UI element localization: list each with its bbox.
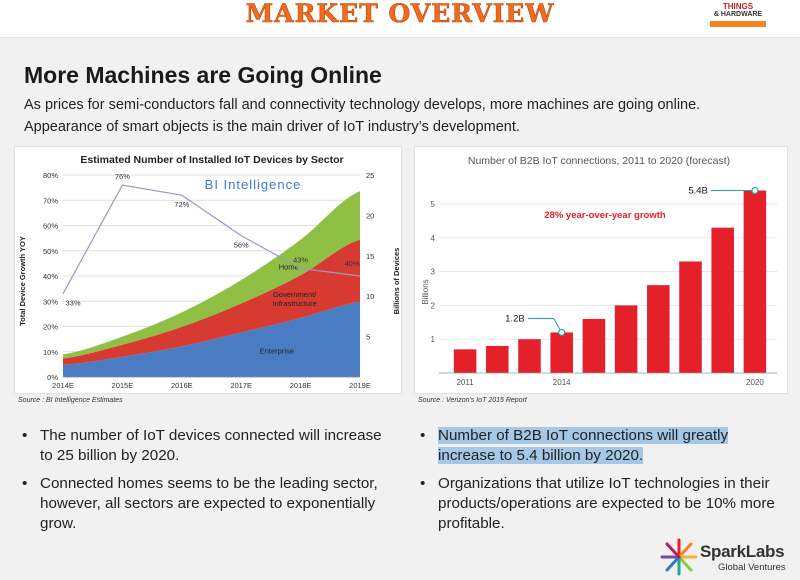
series-label: Enterprise <box>260 346 294 355</box>
chart-watermark: BI Intelligence <box>205 177 302 192</box>
y-tick-label: 0% <box>47 373 58 382</box>
x-tick-label: 2016E <box>171 381 193 390</box>
y2-tick-label: 5 <box>366 333 370 342</box>
list-item: • Number of B2B IoT connections will grea… <box>418 426 780 466</box>
list-item: • Organizations that utilize IoT technolo… <box>418 474 780 534</box>
bar-2015 <box>582 318 606 373</box>
subtitle-line-2: Appearance of smart objects is the main … <box>24 119 520 135</box>
series-label: Government/ <box>273 290 317 299</box>
subtitle-line-1: As prices for semi-conductors fall and c… <box>24 97 701 113</box>
bar-2012 <box>486 345 509 373</box>
left-chart-source: Source : BI Intelligence Estimates <box>18 397 123 404</box>
y-tick-label: 3 <box>431 268 436 277</box>
series-label: Infrastructure <box>273 299 317 308</box>
y-tick-label: 10% <box>43 348 58 357</box>
bar-2018 <box>679 261 702 373</box>
bullet-dot: • <box>420 475 426 492</box>
callout-leader <box>527 317 563 333</box>
x-tick-label: 2014 <box>553 378 571 387</box>
y-tick-label: 50% <box>43 247 58 256</box>
callout-label: 1.2B <box>505 313 525 324</box>
bar-2014 <box>550 332 573 373</box>
bar-2016 <box>614 305 638 373</box>
x-tick-label: 2017E <box>230 381 252 390</box>
sparklabs-logo: SparkLabs Global Ventures <box>660 538 790 578</box>
growth-annotation: 28% year-over-year growth <box>544 210 666 221</box>
y-tick-label: 5 <box>431 200 436 209</box>
x-tick-label: 2020 <box>746 378 764 387</box>
b2b-connections-chart: Number of B2B IoT connections, 2011 to 2… <box>421 155 777 387</box>
bullet-text: Connected homes seems to be the leading … <box>40 475 378 532</box>
y-axis-label: Total Device Growth YOY <box>18 236 27 326</box>
callout-label: 5.4B <box>688 186 708 197</box>
sparklabs-burst-icon <box>660 538 698 576</box>
brand-subtitle: Global Ventures <box>718 562 786 573</box>
y2-tick-label: 10 <box>366 292 374 301</box>
event-logo-line1: THINGS <box>722 2 754 11</box>
x-tick-label: 2015E <box>112 381 134 390</box>
y2-tick-label: 20 <box>366 211 374 220</box>
bar-2020 <box>743 190 767 373</box>
growth-label: 33% <box>65 299 80 308</box>
x-tick-label: 2019E <box>349 381 371 390</box>
bar-2011 <box>453 349 477 373</box>
bullet-dot: • <box>22 475 28 492</box>
bullet-dot: • <box>420 427 426 444</box>
bullet-dot: • <box>22 427 28 444</box>
top-band <box>0 0 800 38</box>
list-item: • Connected homes seems to be the leading… <box>20 474 392 534</box>
x-tick-label: 2018E <box>290 381 312 390</box>
growth-label: 76% <box>115 172 130 181</box>
callout-dot <box>558 328 566 337</box>
right-bullet-list: • Number of B2B IoT connections will grea… <box>418 426 780 542</box>
b2b-connections-chart-panel: Number of B2B IoT connections, 2011 to 2… <box>414 146 788 394</box>
bar-2017 <box>647 285 670 373</box>
growth-label: 56% <box>234 241 249 250</box>
x-tick-label: 2011 <box>456 378 474 387</box>
growth-label: 40% <box>344 259 359 268</box>
y-tick-label: 60% <box>43 222 58 231</box>
list-item: • The number of IoT devices connected wil… <box>20 426 392 466</box>
growth-line <box>62 184 361 294</box>
slide-title: MARKET OVERVIEW <box>245 0 555 28</box>
y-tick-label: 30% <box>43 297 58 306</box>
x-tick-label: 2014E <box>52 381 74 390</box>
y-tick-label: 70% <box>43 196 58 205</box>
y2-tick-label: 25 <box>366 171 374 180</box>
area-government-infrastructure <box>63 239 360 365</box>
event-logo-banner <box>710 21 766 27</box>
bar-2013 <box>518 339 541 373</box>
brand-name: SparkLabs <box>700 542 785 561</box>
highlighted-bullet-text[interactable]: Number of B2B IoT connections will great… <box>438 427 729 464</box>
iot-devices-chart: Estimated Number of Installed IoT Device… <box>18 154 401 390</box>
left-bullet-list: • The number of IoT devices connected wil… <box>20 426 392 542</box>
y-tick-label: 1 <box>431 335 436 344</box>
bar-2019 <box>711 227 734 373</box>
y-tick-label: 80% <box>43 171 58 180</box>
y-tick-label: 4 <box>431 234 436 243</box>
y-tick-label: 20% <box>43 323 58 332</box>
chart-title: Estimated Number of Installed IoT Device… <box>80 154 343 166</box>
bullet-text: The number of IoT devices connected will… <box>40 427 382 464</box>
area-home <box>63 191 360 359</box>
callout-dot <box>751 186 759 195</box>
event-logo-line2: & HARDWARE <box>713 11 763 18</box>
event-logo: THINGS & HARDWARE <box>710 2 766 27</box>
iot-devices-chart-panel: Estimated Number of Installed IoT Device… <box>14 146 402 394</box>
y-axis-label: Billions <box>421 279 430 304</box>
area-enterprise <box>63 301 360 377</box>
y2-tick-label: 15 <box>366 252 374 261</box>
bullet-text: Organizations that utilize IoT technolog… <box>438 475 775 532</box>
right-chart-source: Source : Verizon's IoT 2015 Report <box>418 397 527 404</box>
y-tick-label: 2 <box>431 301 436 310</box>
growth-label: 43% <box>293 255 308 264</box>
y-tick-label: 40% <box>43 272 58 281</box>
slide-heading: More Machines are Going Online <box>24 62 382 88</box>
growth-label: 72% <box>174 200 189 209</box>
y2-axis-label: Billions of Devices <box>392 248 401 315</box>
series-label: Home <box>279 263 299 272</box>
chart-title: Number of B2B IoT connections, 2011 to 2… <box>468 155 730 167</box>
